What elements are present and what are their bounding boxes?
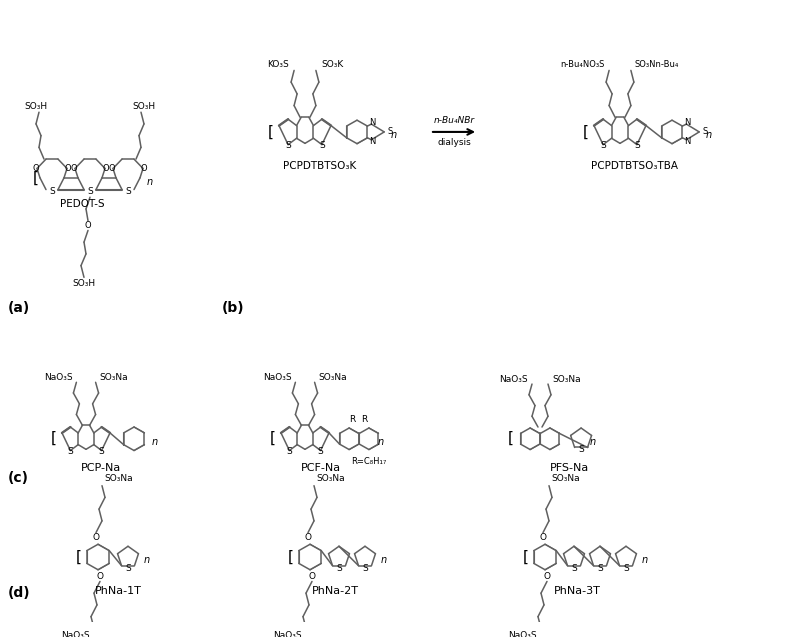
Text: S: S: [285, 141, 291, 150]
Text: S: S: [387, 127, 393, 136]
Text: S: S: [287, 447, 292, 456]
Text: NaO₃S: NaO₃S: [500, 375, 528, 383]
Text: S: S: [578, 445, 584, 454]
Text: [: [: [508, 431, 513, 447]
Text: SO₃H: SO₃H: [25, 102, 48, 111]
Text: PCP-Na: PCP-Na: [81, 463, 121, 473]
Text: [: [: [33, 170, 39, 185]
Text: SO₃K: SO₃K: [321, 60, 343, 69]
Text: SO₃Na: SO₃Na: [318, 373, 347, 382]
Text: n-Bu₄NO₃S: n-Bu₄NO₃S: [561, 60, 605, 69]
Text: PCPDTBTSO₃K: PCPDTBTSO₃K: [284, 161, 356, 171]
Text: S: S: [67, 447, 74, 456]
Text: (b): (b): [222, 301, 245, 315]
Text: O: O: [141, 164, 147, 173]
Text: O: O: [70, 164, 78, 173]
Text: O: O: [109, 164, 116, 173]
Text: n: n: [378, 437, 384, 447]
Text: PCF-Na: PCF-Na: [301, 463, 341, 473]
Text: (a): (a): [8, 301, 30, 315]
Text: S: S: [703, 127, 708, 136]
Text: S: S: [87, 187, 93, 196]
Text: [: [: [287, 550, 294, 564]
Text: S: S: [318, 447, 323, 456]
Text: [: [: [270, 431, 276, 447]
Text: [: [: [268, 124, 274, 140]
Text: NaO₃S: NaO₃S: [263, 373, 291, 382]
Text: [: [: [51, 431, 57, 447]
Text: S: S: [99, 447, 105, 456]
Text: n: n: [381, 555, 387, 565]
Text: O: O: [93, 533, 100, 542]
Text: SO₃Nn-Bu₄: SO₃Nn-Bu₄: [635, 60, 680, 69]
Text: (d): (d): [8, 586, 31, 600]
Text: SO₃Na: SO₃Na: [316, 475, 345, 483]
Text: S: S: [600, 141, 606, 150]
Text: SO₃Na: SO₃Na: [100, 373, 128, 382]
Text: S: S: [623, 564, 629, 573]
Text: S: S: [336, 564, 342, 573]
Text: O: O: [539, 533, 546, 542]
Text: [: [: [76, 550, 82, 564]
Text: SO₃H: SO₃H: [132, 102, 155, 111]
Text: N: N: [369, 137, 375, 147]
Text: NaO₃S: NaO₃S: [508, 631, 537, 637]
Text: n: n: [144, 555, 150, 565]
Text: n: n: [706, 130, 712, 140]
Text: S: S: [362, 564, 367, 573]
Text: S: S: [597, 564, 603, 573]
Text: O: O: [103, 164, 109, 173]
Text: n: n: [642, 555, 648, 565]
Text: N: N: [684, 118, 691, 127]
Text: N: N: [369, 118, 375, 127]
Text: S: S: [125, 564, 131, 573]
Text: O: O: [85, 221, 91, 230]
Text: NaO₃S: NaO₃S: [273, 631, 302, 637]
Text: PCPDTBTSO₃TBA: PCPDTBTSO₃TBA: [592, 161, 679, 171]
Text: [: [: [523, 550, 529, 564]
Text: O: O: [304, 533, 311, 542]
Text: O: O: [65, 164, 71, 173]
Text: S: S: [125, 187, 131, 196]
Text: O: O: [543, 572, 550, 581]
Text: PhNa-3T: PhNa-3T: [554, 586, 600, 596]
Text: PEDOT-S: PEDOT-S: [59, 199, 105, 209]
Text: NaO₃S: NaO₃S: [61, 631, 90, 637]
Text: S: S: [634, 141, 640, 150]
Text: (c): (c): [8, 471, 29, 485]
Text: S: S: [319, 141, 325, 150]
Text: SO₃Na: SO₃Na: [552, 375, 581, 383]
Text: n: n: [590, 437, 596, 447]
Text: S: S: [49, 187, 55, 196]
Text: PhNa-2T: PhNa-2T: [311, 586, 359, 596]
Text: O: O: [32, 164, 40, 173]
Text: PhNa-1T: PhNa-1T: [94, 586, 142, 596]
Text: n-Bu₄NBr: n-Bu₄NBr: [433, 116, 474, 125]
Text: NaO₃S: NaO₃S: [44, 373, 72, 382]
Text: dialysis: dialysis: [437, 138, 471, 147]
Text: n: n: [147, 176, 153, 187]
Text: SO₃Na: SO₃Na: [551, 475, 580, 483]
Text: R=C₈H₁₇: R=C₈H₁₇: [351, 457, 386, 466]
Text: N: N: [684, 137, 691, 147]
Text: KO₃S: KO₃S: [268, 60, 289, 69]
Text: n: n: [151, 437, 158, 447]
Text: R  R: R R: [350, 415, 368, 424]
Text: PFS-Na: PFS-Na: [550, 463, 589, 473]
Text: [: [: [583, 124, 589, 140]
Text: SO₃Na: SO₃Na: [104, 475, 132, 483]
Text: S: S: [571, 564, 577, 573]
Text: n: n: [391, 130, 398, 140]
Text: SO₃H: SO₃H: [72, 279, 96, 288]
Text: O: O: [309, 572, 315, 581]
Text: O: O: [97, 572, 104, 581]
